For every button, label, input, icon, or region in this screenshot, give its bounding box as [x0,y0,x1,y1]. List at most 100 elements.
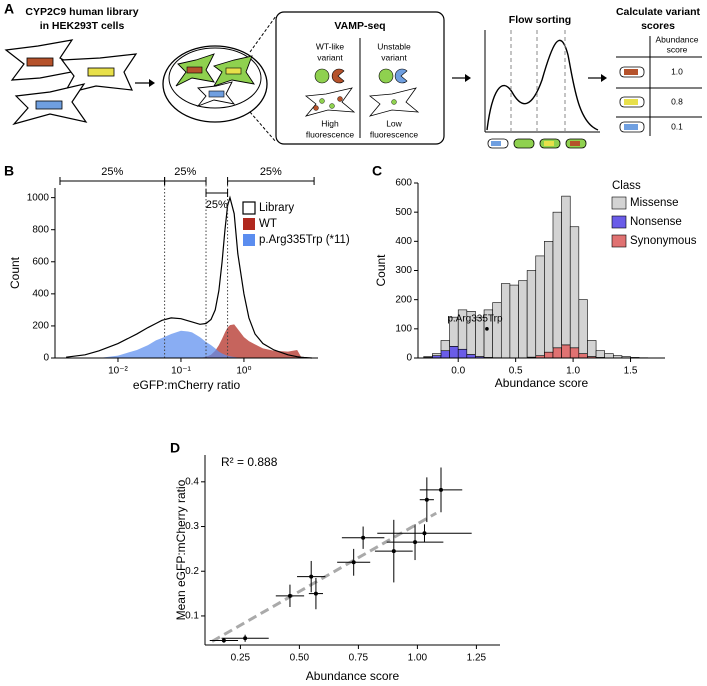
y-tick-label: 0 [43,353,49,364]
legend-label: p.Arg335Trp (*11) [259,234,350,246]
score-header: score [667,44,688,54]
legend-swatch [242,201,256,215]
arrowhead [149,79,155,87]
y-tick-label: 0 [406,353,412,364]
bar [569,226,580,349]
unstable-label: Unstable [377,41,411,51]
y-axis-label: Count [374,254,388,287]
flow-title: Flow sorting [509,14,571,26]
y-tick-label: 0.3 [185,521,199,532]
y-tick-label: 300 [395,265,412,276]
annotation: R² = 0.888 [221,455,278,469]
score: 1.0 [671,66,683,76]
y-tick-label: 600 [32,256,49,267]
point [361,535,366,540]
bar [440,340,450,352]
x-tick-label: 1.00 [408,653,428,664]
x-tick-label: 0.5 [509,366,523,377]
x-tick-label: 1.25 [467,653,487,664]
legend-label: Synonymous [630,235,697,247]
point [391,549,396,554]
dot [391,99,397,105]
legend-swatch [243,234,255,246]
scores-title: Calculate variant [616,6,701,18]
bar [526,270,537,358]
area [66,324,312,358]
low-label: Low [386,118,402,128]
bar [552,347,562,359]
legend-label: WT [259,218,277,230]
bracket-label: 25% [101,166,123,178]
bracket-label: 25% [174,166,196,178]
high-label: High [321,118,339,128]
unstable-label: variant [381,52,407,62]
x-tick-label: 10⁰ [236,366,251,377]
variant-icon [394,68,408,84]
bar [569,347,580,359]
bar [587,340,597,357]
y-tick-label: 200 [32,321,49,332]
x-tick-label: 1.0 [566,366,580,377]
panel-label: B [4,163,14,179]
point [221,638,226,643]
point [413,540,418,545]
y-tick-label: 600 [395,178,412,189]
variant-yellow [225,67,242,75]
area [66,330,312,358]
y-tick-label: 100 [395,323,412,334]
fit-line [211,511,438,643]
line [66,195,312,359]
point [243,636,248,641]
x-tick-label: 0.75 [349,653,369,664]
x-tick-label: 0.50 [290,653,310,664]
y-tick-label: 0.4 [185,476,199,487]
x-tick-label: 1.5 [624,366,638,377]
bar [440,350,450,359]
bar [466,354,476,359]
panel-label: D [170,440,180,456]
bar [544,351,554,359]
x-tick-label: 0.0 [451,366,465,377]
bar [595,350,605,358]
bar [578,299,588,354]
bracket [164,177,207,185]
score-header: Abundance [655,34,698,44]
tube-content [624,99,638,105]
bar [535,255,545,356]
y-tick-label: 400 [32,288,49,299]
bar [509,284,519,359]
point [422,531,427,536]
annotation-point [485,327,489,331]
variant-blue [208,90,225,98]
x-axis-label: eGFP:mCherry ratio [133,378,241,392]
point [313,591,318,596]
tube-content [570,141,580,146]
dot [313,105,319,111]
wt-label: WT-like [316,41,345,51]
legend-label: Missense [630,197,679,209]
bar [561,195,571,346]
bar [552,211,562,349]
bar [423,356,433,358]
tube-content [624,124,638,130]
vamp-title: VAMP-seq [334,20,385,32]
bracket [227,177,315,185]
y-axis-label: Mean eGFP:mCherry ratio [174,479,188,620]
point [439,487,443,492]
bracket-label: 25% [260,166,282,178]
bar [561,344,571,359]
bar [518,280,528,359]
bar [457,348,468,359]
arrowhead [465,74,471,82]
bracket [59,177,166,185]
point [351,560,356,565]
y-tick-label: 1000 [27,192,50,203]
bar [604,353,614,359]
low-label: fluorescence [370,129,418,139]
y-tick-label: 800 [32,224,49,235]
x-tick-label: 10⁻¹ [171,366,191,377]
library-title: in HEK293T cells [40,20,125,32]
x-axis-label: Abundance score [495,376,589,390]
bar [500,283,511,359]
